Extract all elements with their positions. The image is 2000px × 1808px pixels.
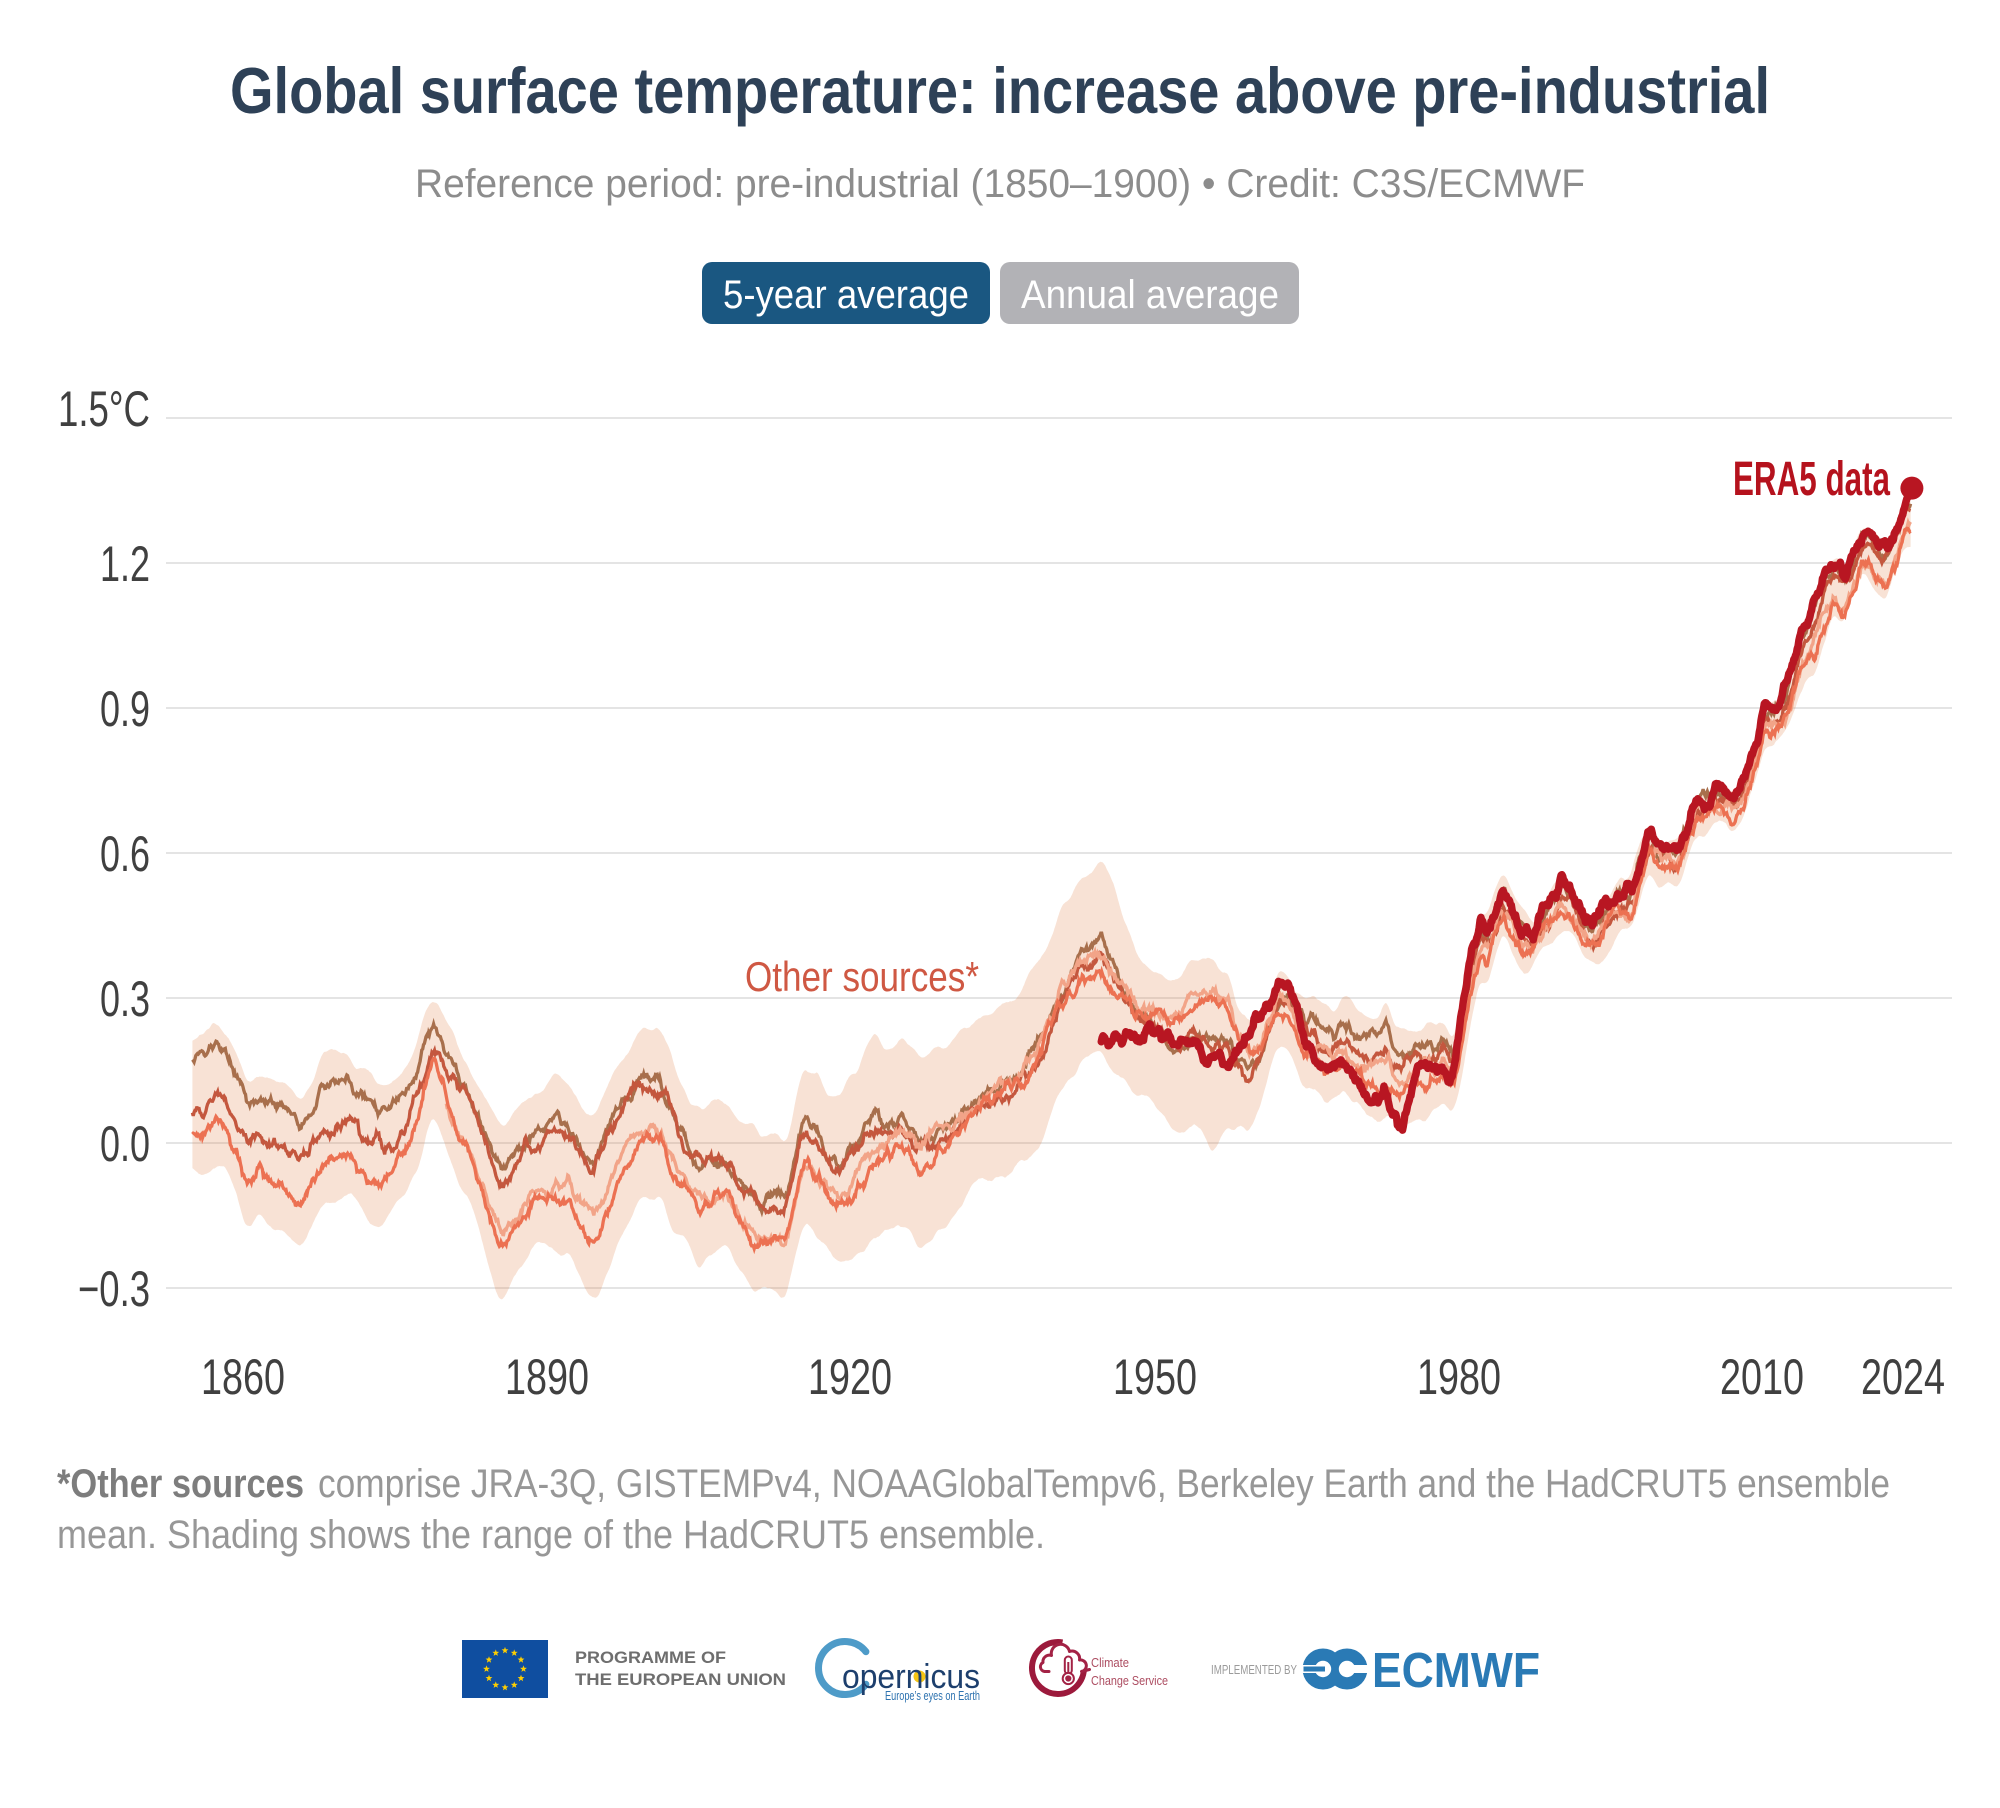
svg-text:2010: 2010 bbox=[1720, 1349, 1804, 1405]
svg-text:2024: 2024 bbox=[1861, 1349, 1945, 1405]
svg-text:ECMWF: ECMWF bbox=[1372, 1644, 1540, 1698]
svg-text:5-year average: 5-year average bbox=[723, 273, 969, 317]
svg-text:Other sources*: Other sources* bbox=[745, 953, 979, 1000]
svg-text:mean. Shading shows the range: mean. Shading shows the range of the Had… bbox=[57, 1513, 1045, 1557]
svg-text:1890: 1890 bbox=[505, 1349, 589, 1405]
svg-text:opernicus: opernicus bbox=[842, 1658, 980, 1696]
svg-text:Change Service: Change Service bbox=[1091, 1673, 1168, 1688]
svg-text:1950: 1950 bbox=[1113, 1349, 1197, 1405]
svg-text:PROGRAMME OF: PROGRAMME OF bbox=[575, 1649, 726, 1667]
svg-text:0.9: 0.9 bbox=[100, 681, 150, 737]
svg-text:1980: 1980 bbox=[1417, 1349, 1501, 1405]
svg-text:0.6: 0.6 bbox=[100, 826, 150, 882]
svg-text:comprise JRA-3Q, GISTEMPv4, NO: comprise JRA-3Q, GISTEMPv4, NOAAGlobalTe… bbox=[318, 1462, 1890, 1506]
svg-text:−0.3: −0.3 bbox=[78, 1261, 150, 1317]
svg-text:*Other sources: *Other sources bbox=[57, 1462, 304, 1506]
svg-text:IMPLEMENTED BY: IMPLEMENTED BY bbox=[1211, 1662, 1297, 1677]
svg-text:Europe’s eyes on Earth: Europe’s eyes on Earth bbox=[885, 1689, 980, 1703]
svg-text:1.2: 1.2 bbox=[100, 536, 150, 592]
svg-text:Annual average: Annual average bbox=[1021, 273, 1279, 317]
svg-text:1920: 1920 bbox=[808, 1349, 892, 1405]
svg-text:1860: 1860 bbox=[201, 1349, 285, 1405]
svg-text:1.5°C: 1.5°C bbox=[58, 381, 150, 437]
svg-text:0.0: 0.0 bbox=[100, 1116, 150, 1172]
svg-text:Global surface temperature: in: Global surface temperature: increase abo… bbox=[230, 54, 1770, 127]
svg-text:Climate: Climate bbox=[1091, 1655, 1129, 1670]
svg-text:THE EUROPEAN UNION: THE EUROPEAN UNION bbox=[575, 1671, 786, 1689]
svg-text:ERA5 data: ERA5 data bbox=[1733, 453, 1890, 506]
svg-text:0.3: 0.3 bbox=[100, 971, 150, 1027]
svg-text:Reference period: pre-industri: Reference period: pre-industrial (1850–1… bbox=[415, 162, 1585, 206]
